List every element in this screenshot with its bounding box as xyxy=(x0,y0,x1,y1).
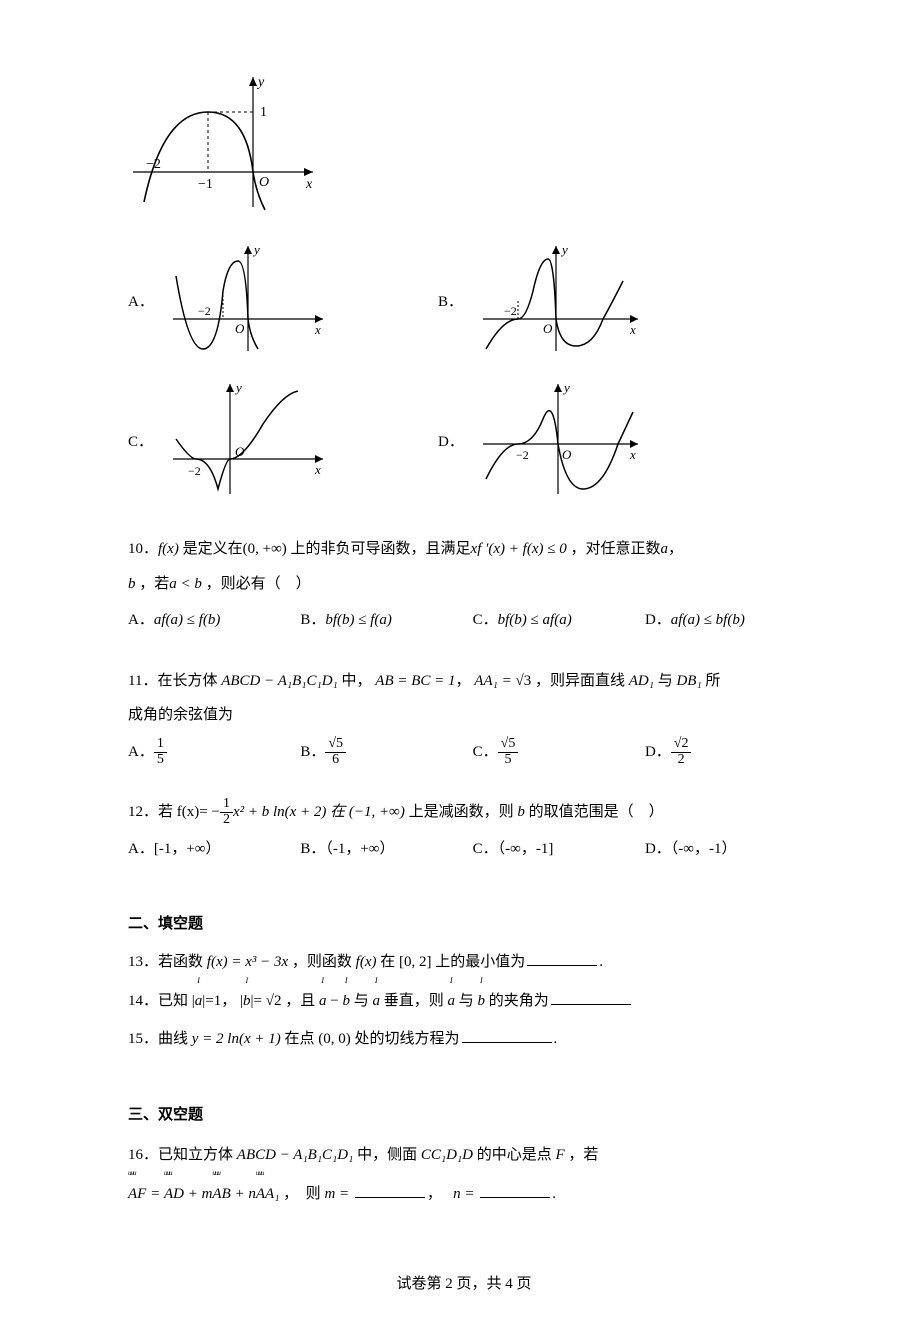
svg-text:x: x xyxy=(305,177,313,192)
q14-blank xyxy=(551,1004,631,1005)
q15: 15．曲线 y = 2 ln(x + 1) 在点 (0, 0) 处的切线方程为. xyxy=(128,1022,800,1057)
q11-opt-c: C．√55 xyxy=(473,735,645,770)
q15-num: 15． xyxy=(128,1031,158,1047)
q16-blank-m xyxy=(355,1197,425,1198)
svg-text:−1: −1 xyxy=(198,177,213,192)
svg-text:x: x xyxy=(314,462,321,477)
svg-text:y: y xyxy=(252,242,260,257)
svg-text:−2: −2 xyxy=(516,448,529,462)
q14: 14．已知 |a|=1， |b|= √2 ，且 a − b 与 a 垂直，则 a… xyxy=(128,984,800,1019)
q15-blank xyxy=(462,1042,552,1043)
q13: 13．若函数 f(x) = x³ − 3x ，则函数 f(x) 在 [0, 2]… xyxy=(128,945,800,980)
svg-text:x: x xyxy=(629,447,636,462)
section-3-title: 三、双空题 xyxy=(128,1105,800,1126)
svg-text:1: 1 xyxy=(260,105,267,120)
option-a-label: A． xyxy=(128,292,168,313)
q11-opt-b: B．√56 xyxy=(300,735,472,770)
q10: 10．f(x) 是定义在(0, +∞) 上的非负可导函数，且满足xf ′(x) … xyxy=(128,532,800,638)
q12: 12．若 f(x)= −12x² + b ln(x + 2) 在 (−1, +∞… xyxy=(128,795,800,866)
q11: 11．在长方体 ABCD − A₁B₁C₁D₁ 中， AB = BC = 1， … xyxy=(128,664,800,770)
svg-text:y: y xyxy=(234,380,242,395)
svg-text:y: y xyxy=(256,75,265,90)
q14-num: 14． xyxy=(128,993,158,1009)
svg-text:−2: −2 xyxy=(504,304,517,318)
svg-text:O: O xyxy=(543,321,553,336)
q10-opt-a: A．af(a) ≤ f(b) xyxy=(128,603,300,638)
q11-opt-a: A．15 xyxy=(128,735,300,770)
option-b-label: B． xyxy=(438,292,478,313)
q11-opt-d: D．√22 xyxy=(645,735,800,770)
svg-text:O: O xyxy=(259,175,269,190)
q13-num: 13． xyxy=(128,954,158,970)
q10-opt-d: D．af(a) ≤ bf(b) xyxy=(645,603,800,638)
option-c-figure: y x O −2 xyxy=(168,379,328,506)
option-b-figure: y x O −2 xyxy=(478,241,643,363)
svg-text:−2: −2 xyxy=(198,304,211,318)
svg-text:y: y xyxy=(560,242,568,257)
svg-text:−2: −2 xyxy=(146,157,161,172)
section-2-title: 二、填空题 xyxy=(128,914,800,935)
q12-opt-d: D．（-∞，-1） xyxy=(645,832,800,867)
q12-opt-b: B．（-1，+∞） xyxy=(300,832,472,867)
option-c-label: C． xyxy=(128,432,168,453)
q13-blank xyxy=(527,965,597,966)
q12-num: 12． xyxy=(128,804,158,820)
q12-opt-c: C．（-∞，-1] xyxy=(473,832,645,867)
q9-top-figure: y x O −2 −1 1 xyxy=(128,72,318,219)
q10-opt-b: B．bf(b) ≤ f(a) xyxy=(300,603,472,638)
q12-opt-a: A．[-1，+∞） xyxy=(128,832,300,867)
svg-text:x: x xyxy=(314,322,321,337)
svg-text:x: x xyxy=(629,322,636,337)
q16-num: 16． xyxy=(128,1147,158,1163)
q11-num: 11． xyxy=(128,673,157,689)
option-d-label: D． xyxy=(438,432,478,453)
option-a-figure: y x O −2 xyxy=(168,241,328,363)
svg-text:O: O xyxy=(235,321,245,336)
svg-text:O: O xyxy=(562,447,572,462)
q16-blank-n xyxy=(480,1197,550,1198)
svg-text:−2: −2 xyxy=(188,464,201,478)
svg-text:y: y xyxy=(562,380,570,395)
q10-num: 10． xyxy=(128,541,158,557)
option-d-figure: y x O −2 xyxy=(478,379,643,506)
q16: 16．已知立方体 ABCD − A₁B₁C₁D₁ 中，侧面 CC₁D₁D 的中心… xyxy=(128,1136,800,1214)
q10-opt-c: C．bf(b) ≤ af(a) xyxy=(473,603,645,638)
page-footer: 试卷第 2 页，共 4 页 xyxy=(128,1274,800,1295)
